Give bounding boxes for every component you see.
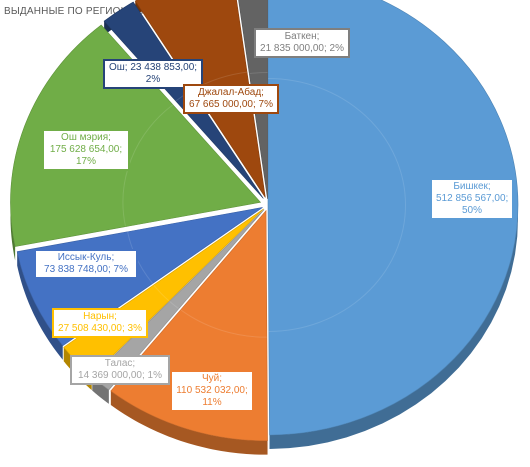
- slice-highlight-2: [169, 301, 180, 310]
- label-chui: Чуй; 110 532 032,00; 11%: [170, 370, 254, 412]
- label-batken: Баткен; 21 835 000,00; 2%: [254, 28, 350, 58]
- slice-5: [10, 24, 262, 247]
- label-osh-meria: Ош мэрия; 175 628 654,00; 17%: [42, 129, 130, 171]
- label-issyk: Иссык-Куль; 73 838 748,00; 7%: [34, 249, 138, 279]
- chart-title: ВЫДАННЫЕ ПО РЕГИОНАМ: [4, 6, 144, 17]
- label-naryn: Нарын; 27 508 430,00; 3%: [52, 308, 148, 338]
- slice-highlight-1: [180, 309, 267, 338]
- slice-side-1: [110, 390, 268, 455]
- slice-highlight-5: [122, 104, 174, 227]
- slice-highlight-8: [249, 72, 268, 75]
- label-jalal-abad: Джалал-Абад; 67 665 000,00; 7%: [183, 84, 279, 114]
- slice-highlight-3: [153, 284, 170, 302]
- slice-0: [267, 0, 519, 436]
- slice-highlight-0: [267, 78, 406, 332]
- label-bishkek: Бишкек; 512 856 567,00; 50%: [430, 178, 514, 220]
- slice-side-4: [17, 251, 63, 360]
- label-talas: Талас; 14 369 000,00; 1%: [70, 355, 170, 385]
